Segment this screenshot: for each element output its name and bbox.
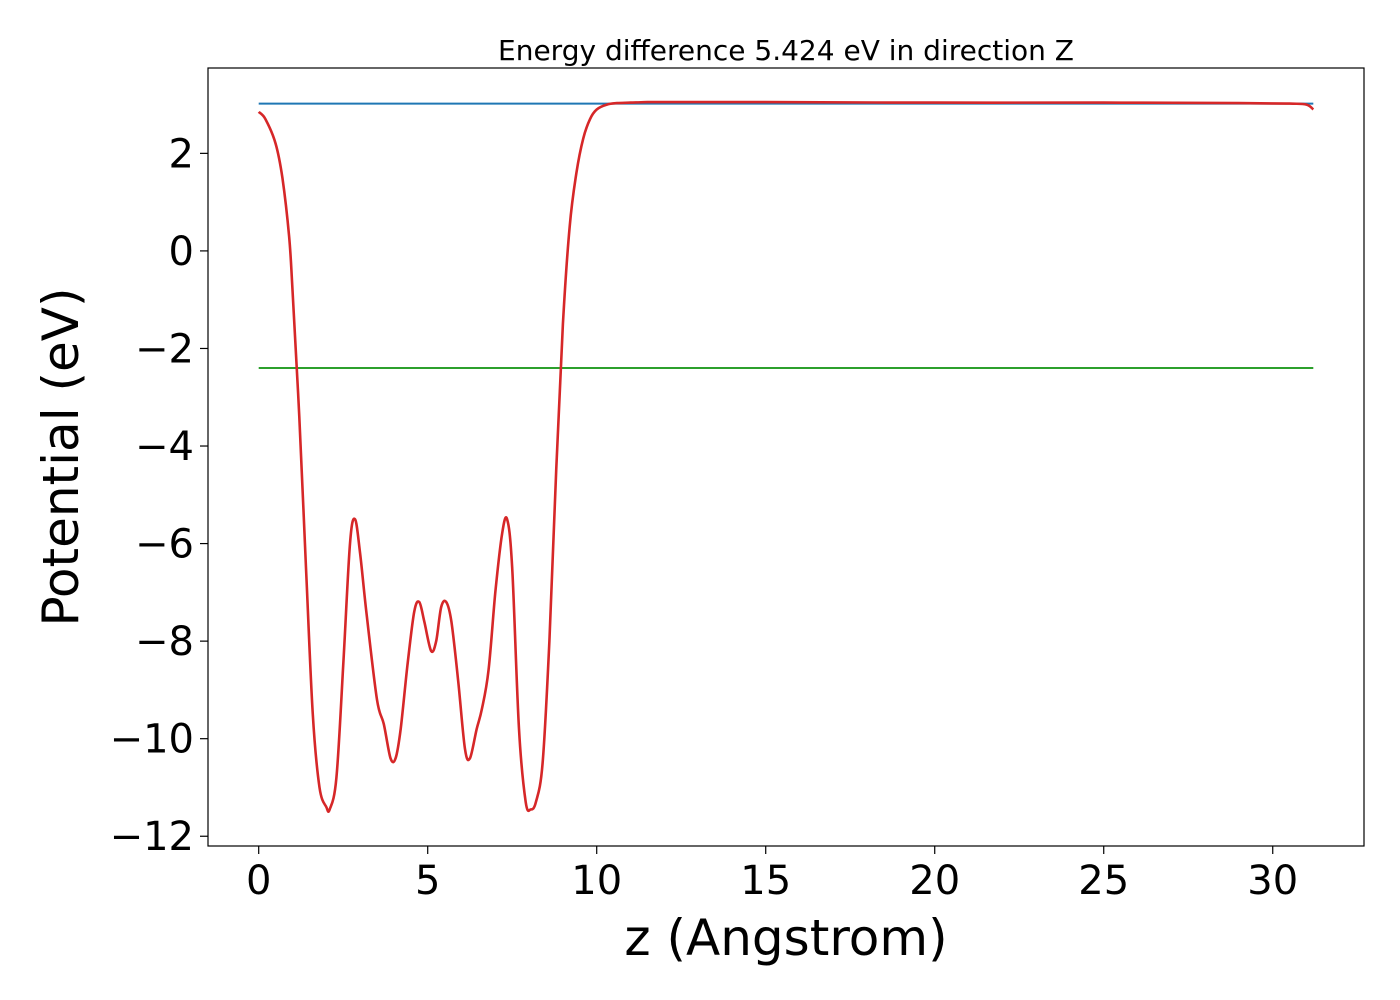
plot-area-frame <box>207 67 1365 847</box>
ticks-layer: 0 5 10 15 20 25 30 −12 −10 −8 −6 −4 −2 0 2 <box>110 131 1299 904</box>
x-axis-label: z (Angstrom) <box>624 909 947 967</box>
y-tick-label: −8 <box>135 619 194 665</box>
y-tick-label: −10 <box>110 717 194 763</box>
y-tick-label: −2 <box>135 326 194 372</box>
x-tick-label: 20 <box>909 858 960 904</box>
x-tick-label: 25 <box>1078 858 1129 904</box>
series-layer <box>257 100 1315 814</box>
x-tick-label: 30 <box>1247 858 1298 904</box>
x-tick-label: 0 <box>246 858 271 904</box>
y-axis-label: Potential (eV) <box>32 288 90 627</box>
x-tick-label: 10 <box>571 858 622 904</box>
y-tick-label: −12 <box>110 814 194 860</box>
y-tick-label: −6 <box>135 522 194 568</box>
series-line-3 <box>257 100 1315 814</box>
x-tick-label: 15 <box>740 858 791 904</box>
chart-title: Energy difference 5.424 eV in direction … <box>498 34 1074 67</box>
y-tick-label: 0 <box>169 229 194 275</box>
y-tick-label: 2 <box>169 131 194 177</box>
y-tick-label: −4 <box>135 424 194 470</box>
x-tick-label: 5 <box>415 858 440 904</box>
